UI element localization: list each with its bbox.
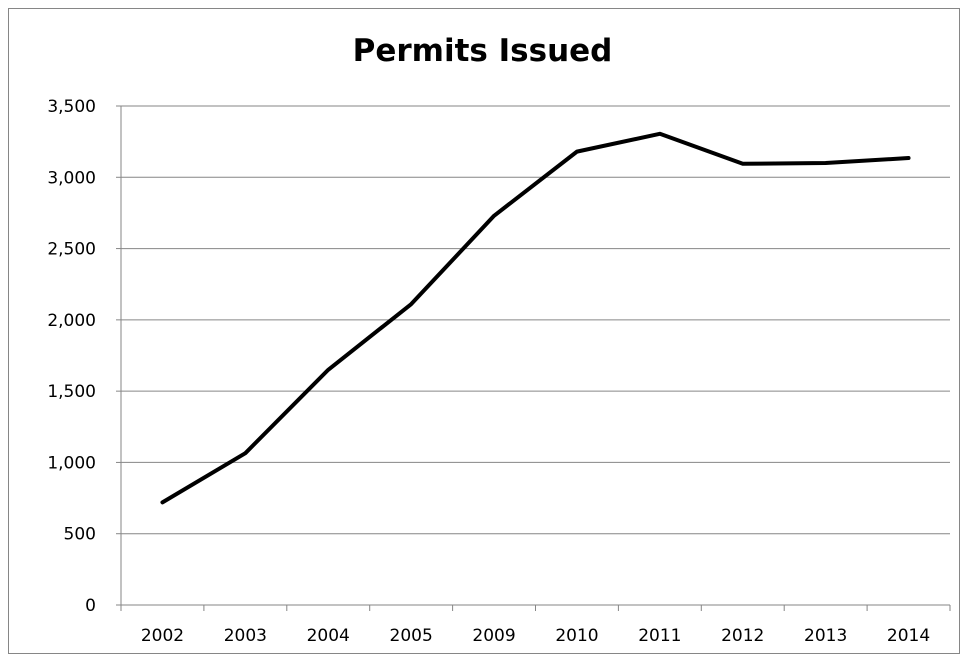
x-tick-label: 2011 — [638, 626, 681, 646]
series-layer — [160, 131, 911, 505]
data-point — [576, 151, 578, 153]
data-point — [161, 501, 163, 503]
x-tick-label: 2004 — [307, 626, 350, 646]
x-tick-label: 2003 — [224, 626, 267, 646]
x-axis-tick-labels: 2002 2003 2004 2005 2009 2010 2011 2012 2013 2014 — [141, 626, 930, 646]
y-tick-label: 0 — [85, 596, 96, 616]
data-point — [659, 133, 661, 135]
y-tick-label: 500 — [64, 525, 96, 545]
x-tick-label: 2010 — [555, 626, 598, 646]
x-tick-label: 2013 — [804, 626, 847, 646]
chart-area — [8, 8, 960, 654]
y-tick-label: 3,000 — [47, 168, 96, 188]
y-tick-label: 1,500 — [47, 382, 96, 402]
data-point — [493, 215, 495, 217]
y-tick-label: 2,500 — [47, 240, 96, 260]
gridlines — [121, 105, 950, 535]
y-tick-label: 1,000 — [47, 453, 96, 473]
x-tick-label: 2014 — [887, 626, 930, 646]
x-tick-label: 2012 — [721, 626, 764, 646]
data-point — [908, 157, 910, 159]
x-tick-label: 2002 — [141, 626, 184, 646]
data-point — [244, 452, 246, 454]
y-axis-tick-labels: 0 500 1,000 1,500 2,000 2,500 3,000 3,500 — [47, 97, 96, 616]
data-point — [825, 162, 827, 164]
data-point — [742, 163, 744, 165]
axes — [116, 105, 951, 611]
x-tick-label: 2009 — [472, 626, 515, 646]
x-tick-label: 2005 — [390, 626, 433, 646]
series-line — [160, 131, 911, 505]
y-tick-label: 3,500 — [47, 97, 96, 117]
chart-title: Permits Issued — [352, 33, 613, 69]
data-point — [410, 303, 412, 305]
y-tick-label: 2,000 — [47, 311, 96, 331]
data-point — [327, 369, 329, 371]
